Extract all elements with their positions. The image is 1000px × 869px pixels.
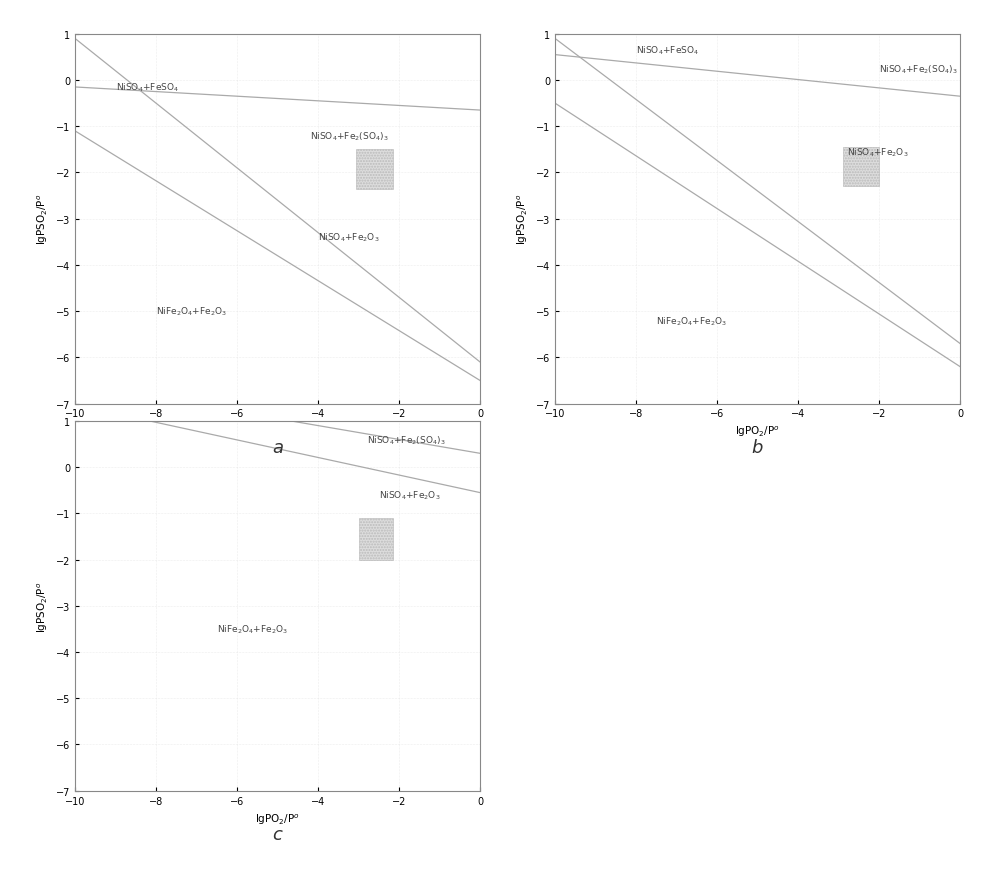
Text: NiSO$_4$+Fe$_2$(SO$_4$)$_3$: NiSO$_4$+Fe$_2$(SO$_4$)$_3$ bbox=[310, 130, 389, 143]
Text: b: b bbox=[752, 439, 763, 457]
Text: NiSO$_4$+Fe$_2$O$_3$: NiSO$_4$+Fe$_2$O$_3$ bbox=[379, 489, 440, 501]
Text: NiSO$_4$+Fe$_2$O$_3$: NiSO$_4$+Fe$_2$O$_3$ bbox=[847, 146, 908, 159]
Text: c: c bbox=[273, 826, 282, 844]
X-axis label: lgPO$_2$/P$^o$: lgPO$_2$/P$^o$ bbox=[255, 424, 300, 439]
Text: NiSO$_4$+Fe$_2$(SO$_4$)$_3$: NiSO$_4$+Fe$_2$(SO$_4$)$_3$ bbox=[367, 434, 445, 446]
Text: NiSO$_4$+Fe$_2$(SO$_4$)$_3$: NiSO$_4$+Fe$_2$(SO$_4$)$_3$ bbox=[879, 63, 958, 76]
Y-axis label: lgPSO$_2$/P$^o$: lgPSO$_2$/P$^o$ bbox=[516, 194, 530, 245]
Text: NiFe$_2$O$_4$+Fe$_2$O$_3$: NiFe$_2$O$_4$+Fe$_2$O$_3$ bbox=[656, 315, 727, 328]
X-axis label: lgPO$_2$/P$^o$: lgPO$_2$/P$^o$ bbox=[255, 811, 300, 826]
Y-axis label: lgPSO$_2$/P$^o$: lgPSO$_2$/P$^o$ bbox=[36, 194, 50, 245]
Y-axis label: lgPSO$_2$/P$^o$: lgPSO$_2$/P$^o$ bbox=[36, 580, 50, 632]
Text: NiFe$_2$O$_4$+Fe$_2$O$_3$: NiFe$_2$O$_4$+Fe$_2$O$_3$ bbox=[217, 623, 288, 635]
Bar bbox=[356, 150, 393, 189]
Text: NiSO$_4$+FeSO$_4$: NiSO$_4$+FeSO$_4$ bbox=[116, 82, 179, 94]
X-axis label: lgPO$_2$/P$^o$: lgPO$_2$/P$^o$ bbox=[735, 424, 780, 439]
Bar bbox=[843, 148, 879, 187]
Bar bbox=[358, 519, 393, 560]
Text: NiSO$_4$+FeSO$_4$: NiSO$_4$+FeSO$_4$ bbox=[636, 44, 699, 57]
Text: a: a bbox=[272, 439, 283, 457]
Text: NiSO$_4$+Fe$_2$O$_3$: NiSO$_4$+Fe$_2$O$_3$ bbox=[318, 232, 380, 244]
Text: NiFe$_2$O$_4$+Fe$_2$O$_3$: NiFe$_2$O$_4$+Fe$_2$O$_3$ bbox=[156, 306, 227, 318]
